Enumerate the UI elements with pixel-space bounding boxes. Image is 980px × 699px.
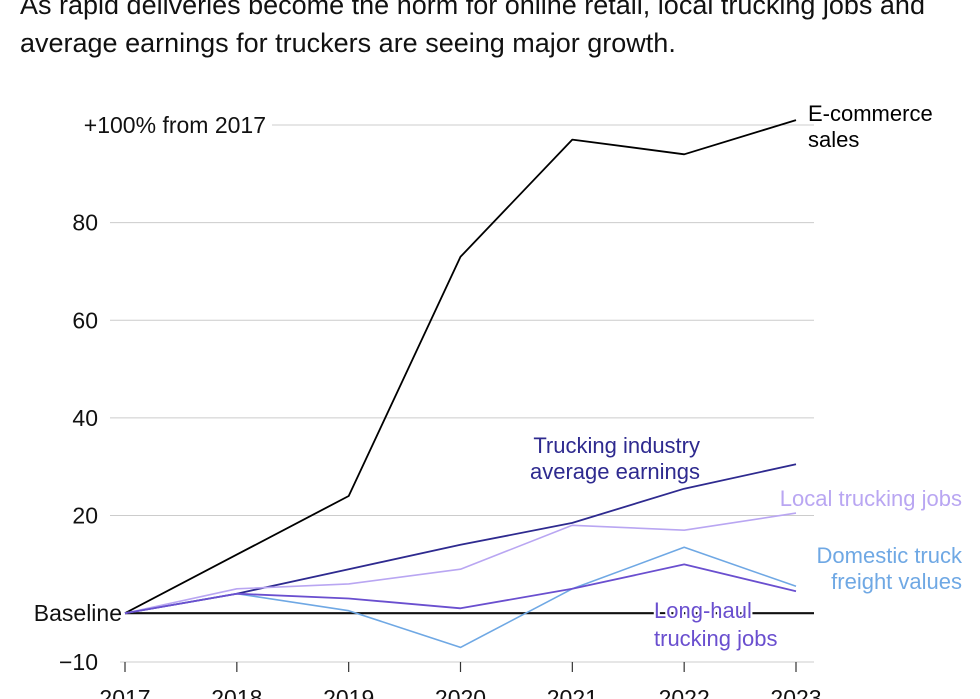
gridlines <box>110 124 814 615</box>
y-tick-label: 80 <box>72 210 98 236</box>
x-tick-label: 2017 <box>99 685 150 699</box>
series-line-2 <box>124 512 797 614</box>
series-line-0 <box>124 119 797 614</box>
x-axis-ticks: 2017 2018 2019 2020 2021 2022 2023 <box>99 661 822 699</box>
x-tick-label: 2021 <box>547 685 598 699</box>
y-tick-label: −10 <box>59 649 98 675</box>
x-tick-label: 2019 <box>323 685 374 699</box>
y-tick-label: Baseline <box>34 600 122 626</box>
y-tick-label: 20 <box>72 503 98 529</box>
series-label-2: Local trucking jobs <box>780 486 962 511</box>
y-axis-ticks: +100% from 2017 80 60 40 20 Baseline −10 <box>34 112 266 675</box>
x-tick-label: 2018 <box>211 685 262 699</box>
series-label-4: Long-haul trucking jobs <box>654 598 778 651</box>
x-tick-label: 2020 <box>435 685 486 699</box>
series-line-4 <box>124 563 797 615</box>
x-tick-label: 2023 <box>770 685 821 699</box>
y-tick-label: 60 <box>72 307 98 333</box>
chart-subtitle: As rapid deliveries become the norm for … <box>20 0 925 58</box>
series-label-1: Trucking industry average earnings <box>530 433 700 484</box>
series-labels: E-commerce sales Trucking industry average … <box>528 99 965 653</box>
x-tick-label: 2022 <box>659 685 710 699</box>
y-tick-label: +100% from 2017 <box>84 112 266 138</box>
series-label-3: Domestic truck freight values <box>817 543 963 594</box>
series-label-0: E-commerce sales <box>808 101 933 152</box>
y-tick-label: 40 <box>72 405 98 431</box>
series-lines <box>124 119 797 649</box>
